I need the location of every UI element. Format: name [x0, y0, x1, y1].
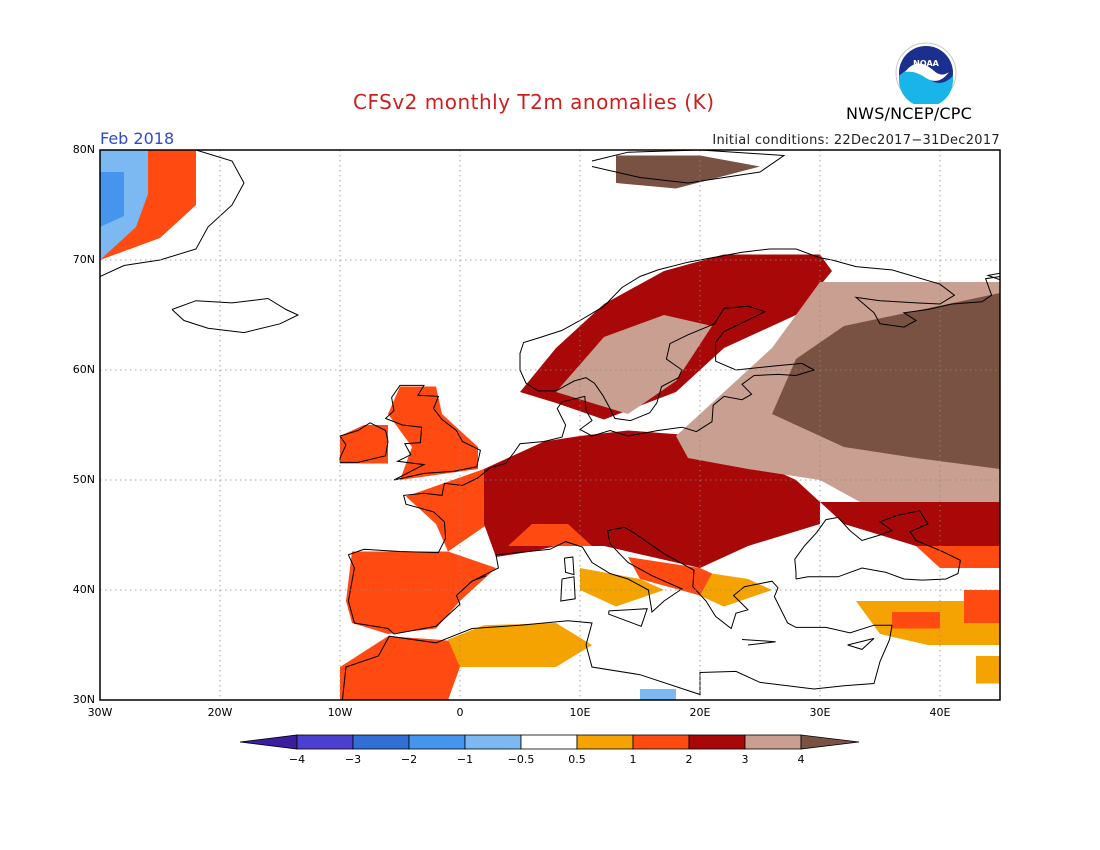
- anomaly-black-sea-north: [820, 502, 1000, 546]
- colorbar-tick-label: −4: [288, 753, 306, 766]
- lat-tick-label: 40N: [72, 583, 95, 596]
- anomaly-greenland-cold-core: [100, 172, 124, 227]
- anomaly-caucasus: [916, 546, 1000, 568]
- anomaly-britain: [388, 386, 478, 480]
- coast-cyprus: [847, 637, 875, 650]
- noaa-logo-text: NOAA: [913, 59, 939, 68]
- coast-greenland: [100, 150, 245, 277]
- colorbar-arrow-low: [239, 734, 298, 750]
- lat-tick-label: 80N: [72, 143, 95, 156]
- anomaly-sweden: [556, 315, 712, 414]
- coast-north-europe: [347, 248, 1000, 569]
- coast-iceland: [171, 297, 300, 334]
- colorbar: [239, 734, 860, 750]
- lon-tick-label: 0: [456, 706, 464, 719]
- coast-north-africa: [341, 620, 893, 700]
- anomaly-iberia: [346, 551, 496, 634]
- colorbar-tick-label: −1: [456, 753, 474, 766]
- agency-label: NWS/NCEP/CPC: [846, 104, 973, 123]
- lon-tick-label: 20E: [689, 706, 711, 719]
- anomaly-iraq: [976, 656, 1000, 684]
- map-title: CFSv2 monthly T2m anomalies (K): [353, 90, 715, 114]
- coast-sardinia: [560, 576, 576, 602]
- colorbar-tick-label: 0.5: [568, 753, 586, 766]
- colorbar-tick-label: −3: [344, 753, 362, 766]
- lat-tick-label: 60N: [72, 363, 95, 376]
- colorbar-tick-label: 1: [629, 753, 637, 766]
- anomaly-italy-south: [580, 568, 664, 607]
- anomaly-anatolia-east: [964, 590, 1000, 623]
- colorbar-segment: [576, 734, 634, 750]
- coastlines: [100, 150, 1000, 700]
- coast-svalbard: [591, 150, 786, 184]
- lat-tick-label: 70N: [72, 253, 95, 266]
- anomaly-north-italy: [508, 524, 592, 546]
- lat-tick-label: 50N: [72, 473, 95, 486]
- lat-tick-label: 30N: [72, 693, 95, 706]
- noaa-logo: NOAA: [895, 42, 957, 104]
- lon-tick-label: 10E: [569, 706, 591, 719]
- colorbar-segment: [632, 734, 690, 750]
- initial-conditions: Initial conditions: 22Dec2017−31Dec2017: [712, 133, 1000, 148]
- colorbar-segment: [520, 734, 578, 750]
- colorbar-arrow-high: [800, 734, 860, 750]
- lon-tick-label: 40E: [929, 706, 951, 719]
- anomaly-svalbard: [616, 155, 760, 189]
- forecast-period: Feb 2018: [100, 129, 175, 148]
- coast-kanin: [986, 272, 1000, 281]
- coast-ireland: [339, 422, 389, 463]
- coast-sicily: [608, 608, 648, 627]
- colorbar-tick-label: 2: [685, 753, 693, 766]
- lon-tick-label: 30E: [809, 706, 831, 719]
- anomaly-france-west: [406, 469, 508, 552]
- coast-black-sea: [794, 510, 961, 581]
- colorbar-segment: [296, 734, 354, 750]
- colorbar-tick-label: −2: [400, 753, 418, 766]
- colorbar-tick-label: −0.5: [507, 753, 535, 766]
- anomaly-algeria: [448, 623, 592, 667]
- anomaly-russia: [772, 293, 1000, 469]
- map-frame: [99, 149, 1001, 701]
- lon-tick-label: 10W: [327, 706, 353, 719]
- coast-crete: [741, 639, 776, 646]
- coast-britain: [384, 384, 481, 481]
- lon-tick-label: 20W: [207, 706, 233, 719]
- anomaly-ireland: [340, 425, 388, 464]
- coast-catalonia: [471, 575, 487, 582]
- colorbar-segment: [464, 734, 522, 750]
- colorbar-segment: [352, 734, 410, 750]
- anomaly-libya-cold: [640, 689, 676, 700]
- colorbar-tick-label: 4: [797, 753, 805, 766]
- anomaly-anatolia-core: [892, 612, 940, 629]
- colorbar-segment: [688, 734, 746, 750]
- coast-mediterranean: [347, 526, 892, 635]
- colorbar-segment: [744, 734, 802, 750]
- lon-tick-label: 30W: [87, 706, 113, 719]
- colorbar-tick-label: 3: [741, 753, 749, 766]
- anomaly-fills: [100, 150, 1000, 700]
- colorbar-segment: [408, 734, 466, 750]
- graticule: [100, 150, 1000, 700]
- coast-corsica: [563, 556, 575, 576]
